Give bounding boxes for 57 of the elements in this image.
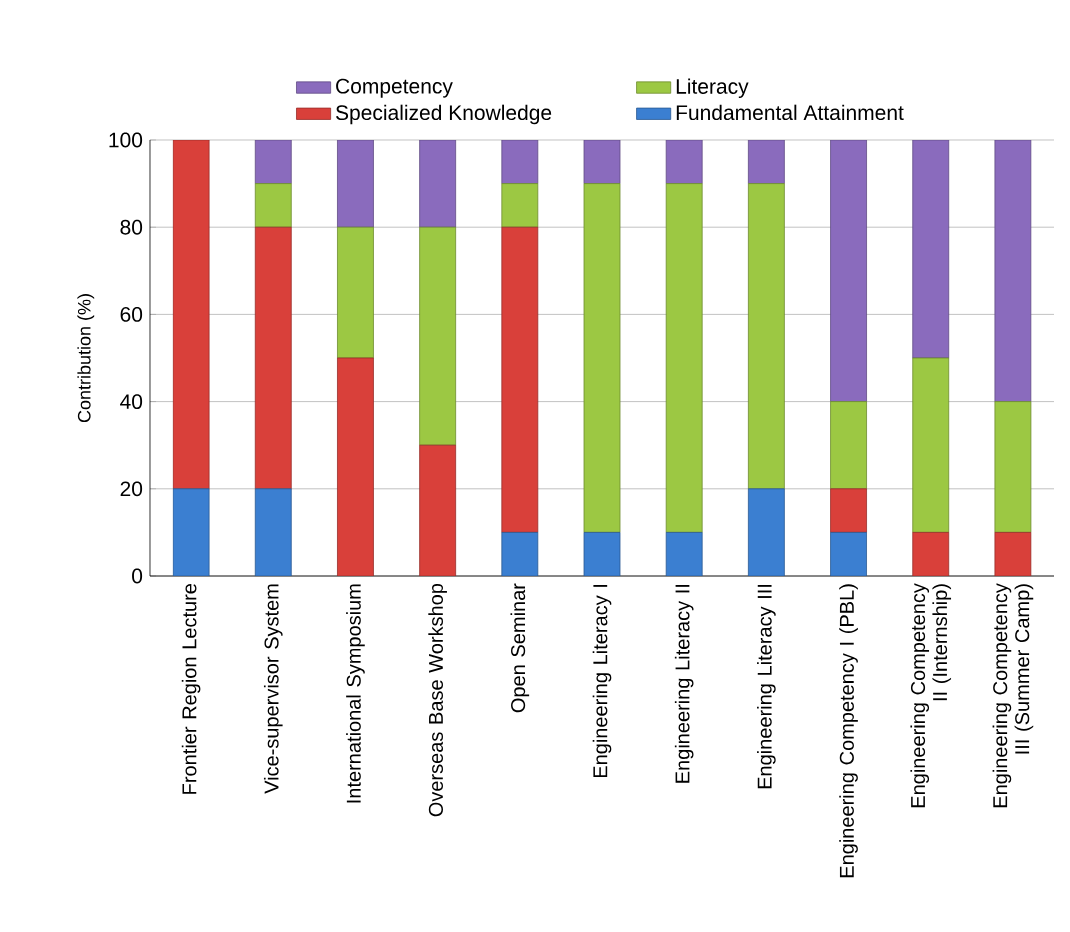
bar xyxy=(254,226,292,490)
bar xyxy=(419,226,457,446)
x-tick-label: Engineering Literacy II xyxy=(674,584,694,783)
legend-label: Competency xyxy=(336,78,453,98)
x-tick-label: Engineering Literacy I xyxy=(592,584,612,778)
y-tick-label: 100 xyxy=(109,132,143,148)
legend-label: Literacy xyxy=(676,78,749,99)
x-tick-label: Engineering Competency II (Internship) xyxy=(910,583,952,808)
x-tick-label: Engineering Competency III (Summer Camp) xyxy=(992,583,1034,808)
bar xyxy=(501,183,539,228)
bar xyxy=(501,140,539,184)
y-tick-label: 40 xyxy=(120,394,143,410)
x-tick-label: Engineering Literacy III xyxy=(757,584,776,789)
bar xyxy=(747,140,785,184)
bar xyxy=(665,532,703,576)
bar xyxy=(337,140,374,228)
bar xyxy=(254,488,292,576)
x-tick-label: Vice-supervisor System xyxy=(263,584,283,794)
x-tick-label: Engineering Competency I (PBL) xyxy=(839,584,858,878)
x-tick-label: Frontier Region Lecture xyxy=(181,584,201,794)
bar xyxy=(830,140,867,402)
bar xyxy=(583,532,621,576)
y-tick-label: 80 xyxy=(120,219,143,235)
legend-label: Fundamental Attainment xyxy=(676,104,904,121)
y-tick-label: 20 xyxy=(120,481,143,497)
bar xyxy=(830,401,867,490)
x-tick-label: Open Seminar xyxy=(510,583,530,713)
bar xyxy=(337,226,374,359)
bar xyxy=(830,488,867,533)
bar xyxy=(912,140,950,359)
bar xyxy=(912,357,950,533)
bar xyxy=(994,401,1032,533)
bar xyxy=(172,488,210,576)
bar xyxy=(747,488,785,576)
bar xyxy=(419,140,457,228)
y-tick-label: 60 xyxy=(120,306,143,322)
bar xyxy=(665,140,703,184)
bar xyxy=(172,140,210,490)
x-tick-label: Overseas Base Workshop xyxy=(428,583,447,817)
bar xyxy=(419,444,457,576)
bar xyxy=(830,532,867,576)
bar xyxy=(583,183,621,533)
bar xyxy=(501,226,539,533)
y-tick-label: 0 xyxy=(132,568,143,584)
bar xyxy=(337,357,374,576)
bar xyxy=(994,532,1032,576)
bar xyxy=(665,183,703,533)
y-axis-title: Contribution (%) xyxy=(77,294,95,423)
bar xyxy=(254,183,292,228)
x-tick-label: International Symposium xyxy=(346,584,365,803)
bar xyxy=(912,532,950,576)
bar xyxy=(254,140,292,184)
bar xyxy=(747,183,785,490)
bar xyxy=(501,532,539,576)
legend-label: Specialized Knowledge xyxy=(335,104,552,125)
bar xyxy=(583,140,621,184)
bar xyxy=(994,140,1032,402)
